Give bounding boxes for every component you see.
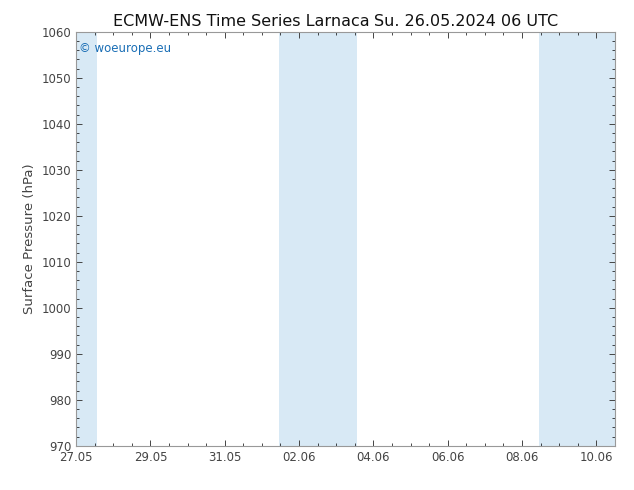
Bar <box>76 32 96 446</box>
Bar <box>576 32 615 446</box>
Bar <box>278 32 320 446</box>
Bar <box>539 32 579 446</box>
Text: © woeurope.eu: © woeurope.eu <box>79 42 171 55</box>
Y-axis label: Surface Pressure (hPa): Surface Pressure (hPa) <box>23 164 36 314</box>
Text: ECMW-ENS Time Series Larnaca: ECMW-ENS Time Series Larnaca <box>113 14 369 29</box>
Text: Su. 26.05.2024 06 UTC: Su. 26.05.2024 06 UTC <box>374 14 558 29</box>
Bar <box>316 32 357 446</box>
